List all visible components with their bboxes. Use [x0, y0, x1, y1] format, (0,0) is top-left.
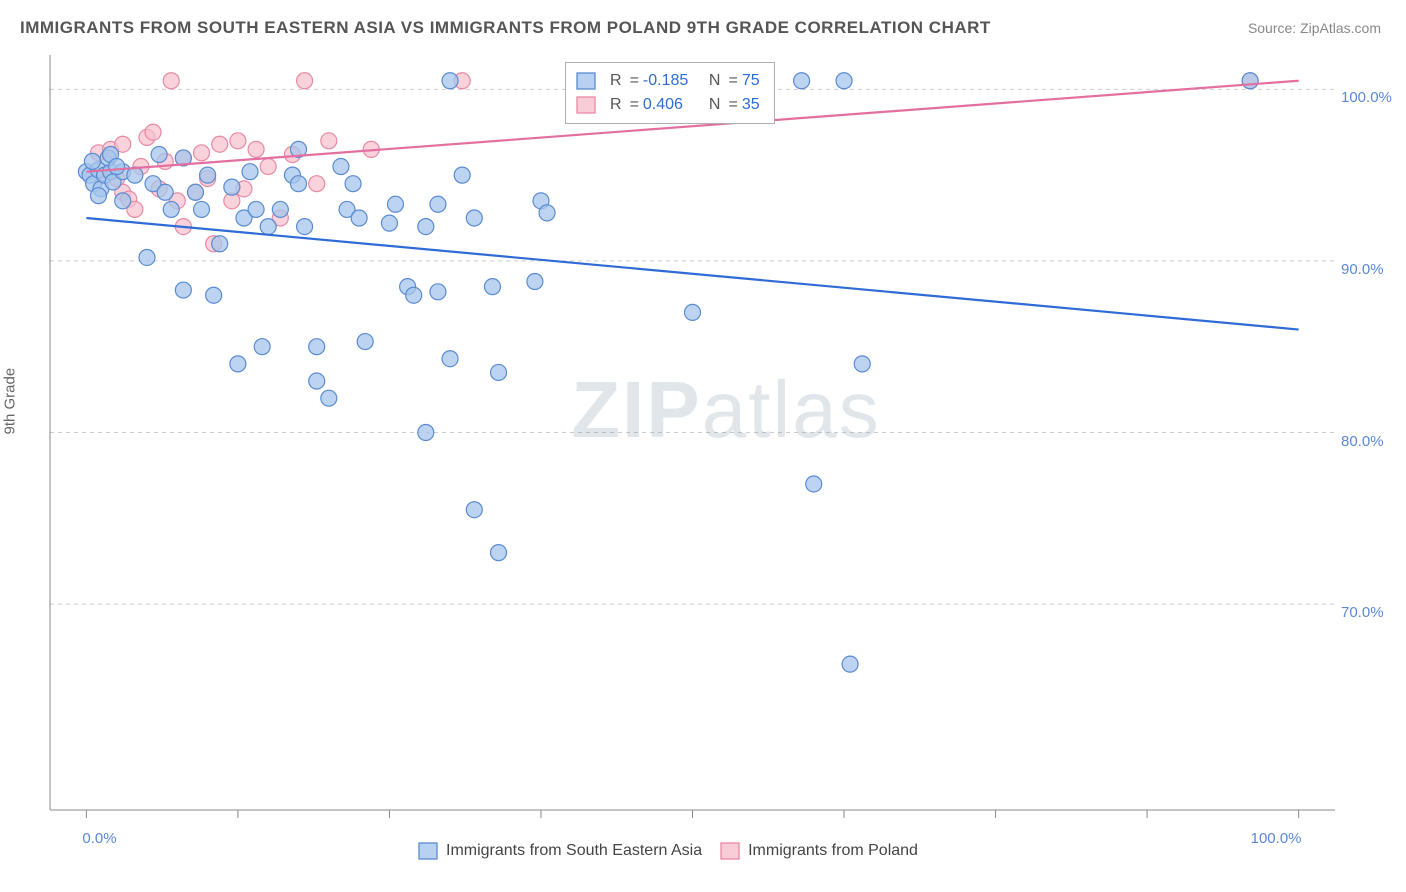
data-point [248, 141, 264, 157]
data-point [406, 287, 422, 303]
data-point [836, 73, 852, 89]
data-point [309, 176, 325, 192]
data-point [381, 215, 397, 231]
data-point [418, 219, 434, 235]
data-point [357, 334, 373, 350]
legend-swatch [720, 842, 740, 860]
data-point [297, 219, 313, 235]
data-point [248, 201, 264, 217]
data-point [291, 176, 307, 192]
data-point [157, 184, 173, 200]
data-point [806, 476, 822, 492]
data-point [491, 364, 507, 380]
bottom-legend: Immigrants from South Eastern Asia Immigr… [400, 842, 918, 860]
data-point [212, 136, 228, 152]
data-point [163, 201, 179, 217]
data-point [212, 236, 228, 252]
data-point [163, 73, 179, 89]
data-point [309, 339, 325, 355]
data-point [430, 196, 446, 212]
data-point [139, 249, 155, 265]
data-point [333, 159, 349, 175]
legend-label: Immigrants from Poland [748, 842, 918, 860]
x-tick-label: 0.0% [82, 830, 116, 847]
data-point [442, 351, 458, 367]
data-point [187, 184, 203, 200]
data-point [230, 356, 246, 372]
data-point [145, 124, 161, 140]
data-point [345, 176, 361, 192]
legend-item: Immigrants from South Eastern Asia [400, 842, 702, 860]
data-point [109, 159, 125, 175]
data-point [224, 179, 240, 195]
data-point [442, 73, 458, 89]
legend-swatch [576, 72, 596, 90]
y-tick-label: 90.0% [1341, 261, 1384, 278]
data-point [321, 133, 337, 149]
data-point [321, 390, 337, 406]
data-point [272, 201, 288, 217]
correlation-legend-box: R=-0.185N=75R=0.406N=35 [565, 62, 775, 124]
data-point [194, 201, 210, 217]
data-point [539, 205, 555, 221]
y-tick-label: 70.0% [1341, 604, 1384, 621]
legend-swatch [418, 842, 438, 860]
data-point [466, 210, 482, 226]
legend-swatch [576, 96, 596, 114]
y-tick-label: 80.0% [1341, 433, 1384, 450]
data-point [527, 274, 543, 290]
data-point [194, 145, 210, 161]
y-tick-label: 100.0% [1341, 89, 1392, 106]
data-point [260, 219, 276, 235]
data-point [260, 159, 276, 175]
correlation-row: R=-0.185N=75 [576, 69, 760, 93]
data-point [200, 167, 216, 183]
data-point [685, 304, 701, 320]
x-tick-label: 100.0% [1251, 830, 1302, 847]
data-point [90, 188, 106, 204]
data-point [842, 656, 858, 672]
data-point [466, 502, 482, 518]
data-point [254, 339, 270, 355]
data-point [387, 196, 403, 212]
data-point [491, 545, 507, 561]
legend-label: Immigrants from South Eastern Asia [446, 842, 702, 860]
data-point [230, 133, 246, 149]
legend-item: Immigrants from Poland [702, 842, 918, 860]
data-point [794, 73, 810, 89]
data-point [309, 373, 325, 389]
data-point [175, 282, 191, 298]
data-point [115, 193, 131, 209]
data-point [454, 167, 470, 183]
data-point [351, 210, 367, 226]
correlation-row: R=0.406N=35 [576, 93, 760, 117]
data-point [854, 356, 870, 372]
data-point [430, 284, 446, 300]
correlation-chart [0, 0, 1406, 892]
data-point [84, 153, 100, 169]
data-point [206, 287, 222, 303]
data-point [418, 425, 434, 441]
data-point [484, 279, 500, 295]
data-point [242, 164, 258, 180]
data-point [151, 147, 167, 163]
data-point [1242, 73, 1258, 89]
data-point [297, 73, 313, 89]
